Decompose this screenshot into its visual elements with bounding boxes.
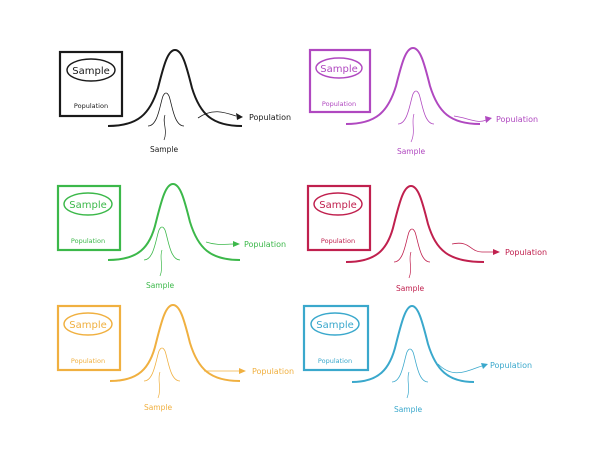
sample-pointer-line [157,371,161,399]
sample-curve [143,226,181,261]
population-arrow [197,111,237,119]
box-sample-label: Sample [319,200,357,211]
box-sample-label: Sample [320,64,358,75]
box-population-label: Population [71,357,105,365]
curve-population-label: Population [252,367,294,376]
population-curve [345,184,485,263]
sample-pointer-line [159,249,163,277]
population-arrow [205,241,235,245]
sample-ellipse [63,312,113,336]
box-population-label: Population [318,357,352,365]
population-arrowhead [485,116,492,123]
box-population-label: Population [322,100,356,108]
population-curve [109,303,241,382]
box-sample-label: Sample [69,320,107,331]
population-curve [351,304,475,383]
sample-curve [147,92,185,127]
box-sample-label: Sample [72,66,110,77]
sample-curve [397,90,435,125]
sample-pointer-line [163,114,166,141]
curve-population-label: Population [496,115,538,124]
panel-blue: Sample Population Population Sample [302,304,532,414]
curve-sample-label: Sample [146,281,175,290]
sample-pointer-line [410,113,415,143]
curve-sample-label: Sample [150,145,179,154]
curve-sample-label: Sample [396,284,425,293]
population-box [56,184,122,252]
box-sample-label: Sample [69,200,107,211]
panel-crimson: Sample Population Population Sample [306,184,547,293]
panel-green: Sample Population Population Sample [56,182,286,290]
sample-ellipse [63,192,113,216]
curve-population-label: Population [490,361,532,370]
sample-curve [143,347,181,382]
sample-ellipse [315,57,363,79]
box-population-label: Population [71,237,105,245]
population-arrowhead [236,113,243,120]
sample-ellipse [313,192,363,216]
sample-ellipse [66,58,116,82]
panel-orange: Sample Population Population Sample [56,303,294,412]
population-arrow [437,363,483,374]
population-arrowhead [239,368,246,374]
population-arrow [451,242,494,253]
population-curve [107,48,243,127]
box-population-label: Population [321,237,355,245]
population-arrowhead [481,363,488,369]
curve-sample-label: Sample [397,147,426,156]
population-arrowhead [233,241,240,247]
population-box [306,184,372,252]
population-arrowhead [493,249,500,255]
population-box [308,48,372,114]
population-curve [107,182,241,261]
population-box [56,304,122,372]
population-box [302,304,370,372]
curve-population-label: Population [249,113,291,122]
population-arrow [453,115,487,122]
sample-pointer-line [406,371,410,399]
sample-pointer-line [408,251,412,279]
curve-sample-label: Sample [144,403,173,412]
panel-black: Sample Population Population Sample [58,48,291,154]
box-sample-label: Sample [316,320,354,331]
curve-population-label: Population [244,240,286,249]
sample-curve [391,348,429,383]
curve-population-label: Population [505,248,547,257]
panel-purple: Sample Population Population Sample [308,46,538,156]
box-population-label: Population [74,102,108,110]
population-box [58,50,124,118]
population-curve [345,46,481,125]
sample-ellipse [310,312,360,336]
curve-sample-label: Sample [394,405,423,414]
sample-curve [393,228,431,263]
